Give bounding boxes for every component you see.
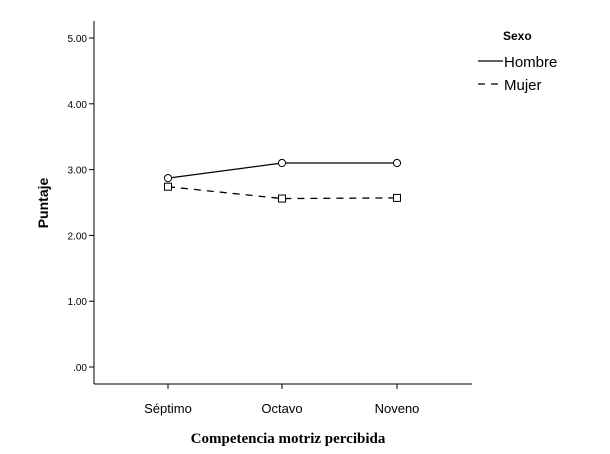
data-point-mujer: [164, 182, 172, 191]
y-axis-title: Puntaje: [35, 178, 51, 229]
y-tick-label: 5.00: [68, 34, 88, 45]
axes: [93, 21, 472, 385]
y-tick-label: 1.00: [68, 297, 88, 308]
y-tick-label: 4.00: [68, 100, 88, 111]
x-axis-title: Competencia motriz percibida: [191, 431, 386, 447]
data-point-mujer: [393, 193, 401, 202]
x-ticks: Séptimo Octavo Noveno: [144, 384, 419, 416]
data-point-hombre: [163, 174, 173, 183]
x-tick-label: Noveno: [375, 401, 420, 416]
legend-label-mujer: Mujer: [504, 77, 542, 94]
legend-title: Sexo: [503, 29, 532, 43]
legend-label-hombre: Hombre: [504, 54, 557, 71]
legend: Sexo Hombre Mujer: [478, 29, 557, 94]
series-layer: [163, 158, 402, 203]
x-tick-label: Séptimo: [144, 401, 192, 416]
data-point-hombre: [392, 158, 402, 168]
data-point-hombre: [277, 158, 287, 168]
y-tick-label: 3.00: [68, 166, 88, 177]
y-ticks: .00 1.00 2.00 3.00 4.00 5.00: [68, 34, 94, 374]
y-tick-label: .00: [73, 363, 87, 374]
data-point-mujer: [278, 194, 286, 203]
x-tick-label: Octavo: [261, 401, 302, 416]
y-tick-label: 2.00: [68, 231, 88, 242]
